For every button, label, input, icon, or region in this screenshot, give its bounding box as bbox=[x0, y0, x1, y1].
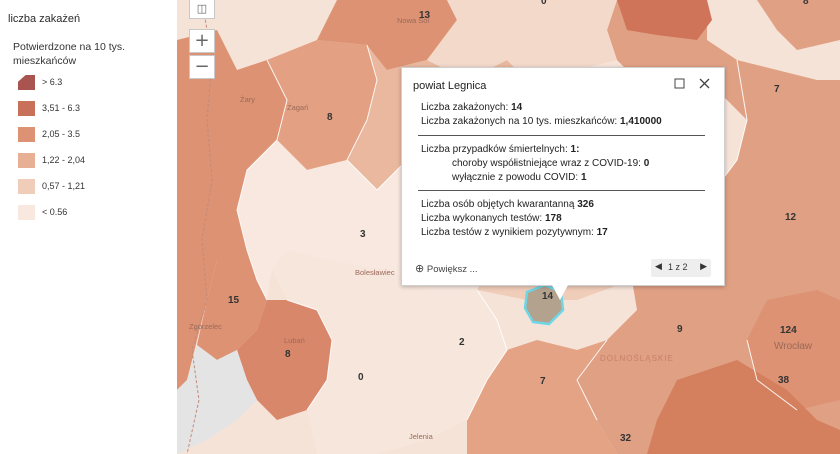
region-south-center bbox=[467, 340, 617, 454]
popup-pointer bbox=[552, 285, 568, 300]
count-label: 2 bbox=[459, 337, 465, 348]
region-top-middle bbox=[427, 0, 617, 80]
comorbidity-line: choroby współistniejące wraz z COVID-19:… bbox=[452, 158, 650, 169]
next-feature-button[interactable]: ▶ bbox=[700, 261, 707, 271]
comorbidity-value: 0 bbox=[643, 158, 650, 169]
legend-swatch bbox=[18, 127, 35, 142]
count-label: 9 bbox=[677, 324, 683, 335]
region-luban bbox=[237, 300, 332, 420]
place-label: Zgorzelec bbox=[189, 322, 222, 331]
count-label: 7 bbox=[774, 84, 780, 95]
region-glogow bbox=[617, 0, 712, 40]
pager-text: 1 z 2 bbox=[668, 262, 688, 272]
positive-tests-line: Liczba testów z wynikiem pozytywnym: 17 bbox=[421, 227, 608, 238]
place-label: Lubań bbox=[284, 336, 305, 345]
count-label: 13 bbox=[419, 10, 431, 21]
dock-icon[interactable] bbox=[674, 78, 685, 89]
infected-value: 14 bbox=[511, 102, 523, 113]
per10k-value: 1,410000 bbox=[620, 116, 662, 127]
place-label: Jelenia bbox=[409, 432, 433, 441]
legend-class-label: 1,22 - 2,04 bbox=[42, 155, 86, 165]
image-icon: ◫ bbox=[196, 2, 208, 15]
count-label: 8 bbox=[803, 0, 809, 7]
basemap-button[interactable]: ◫ bbox=[189, 0, 215, 19]
divider bbox=[418, 135, 705, 136]
legend-swatch bbox=[18, 101, 35, 116]
count-label: 0 bbox=[541, 0, 547, 7]
quarantine-value: 326 bbox=[577, 199, 594, 210]
deaths-line: Liczba przypadków śmiertelnych: 1: bbox=[421, 144, 580, 155]
legend-class-label: < 0.56 bbox=[42, 207, 68, 217]
region-name-label: DOLNOŚLĄSKIE bbox=[600, 354, 674, 363]
count-label: 15 bbox=[228, 295, 240, 306]
divider bbox=[418, 190, 705, 191]
legend-class-label: > 6.3 bbox=[42, 77, 63, 87]
count-label: 12 bbox=[785, 212, 797, 223]
zoom-to-link[interactable]: ⊕ Powiększ ... bbox=[415, 263, 478, 275]
infected-line: Liczba zakażonych: 14 bbox=[421, 102, 523, 113]
popup-actions bbox=[673, 77, 713, 96]
zoom-in-button[interactable]: + bbox=[189, 29, 215, 53]
count-label: 14 bbox=[542, 291, 554, 302]
count-label: 8 bbox=[327, 112, 333, 123]
region-south-east bbox=[647, 360, 840, 454]
covid-only-value: 1 bbox=[580, 172, 587, 183]
count-label: 32 bbox=[620, 433, 632, 444]
legend-class-label: 3,51 - 6.3 bbox=[42, 103, 81, 113]
region-zgorzelec bbox=[197, 170, 267, 360]
legend-class-label: 2,05 - 3.5 bbox=[42, 129, 81, 139]
legend-swatch bbox=[18, 205, 35, 220]
border-line bbox=[186, 0, 213, 454]
count-label: 7 bbox=[540, 376, 546, 387]
place-label: Wrocław bbox=[774, 341, 813, 352]
region-nowasol bbox=[317, 0, 457, 80]
feature-pager: ◀ 1 z 2 ▶ bbox=[651, 259, 711, 277]
region-lower-center bbox=[272, 250, 507, 454]
tests-line: Liczba wykonanych testów: 178 bbox=[421, 213, 562, 224]
legend-subtitle: Potwierdzone na 10 tys. mieszkańców bbox=[13, 41, 126, 67]
zoom-magnifier-icon: ⊕ bbox=[415, 263, 425, 275]
deaths-value: 1: bbox=[570, 144, 580, 155]
count-label: 8 bbox=[285, 349, 291, 360]
tests-value: 178 bbox=[544, 213, 562, 224]
zoom-out-button[interactable]: − bbox=[189, 55, 215, 79]
count-label: 124 bbox=[780, 325, 797, 336]
legend-title: liczba zakażeń bbox=[8, 13, 81, 25]
legend-swatch bbox=[18, 179, 35, 194]
count-label: 38 bbox=[778, 375, 790, 386]
place-label: Nowa Sól bbox=[397, 16, 430, 25]
count-label: 3 bbox=[360, 229, 366, 240]
covid-only-line: wyłącznie z powodu COVID: 1 bbox=[452, 172, 587, 183]
region-top-right bbox=[757, 0, 840, 50]
place-label: Żagań bbox=[287, 103, 309, 112]
region-zagan bbox=[267, 40, 377, 170]
feature-popup: powiat Legnica Liczba zakażonych: 14 Lic… bbox=[401, 67, 725, 286]
per10k-line: Liczba zakażonych na 10 tys. mieszkańców… bbox=[421, 116, 662, 127]
positive-tests-value: 17 bbox=[596, 227, 608, 238]
count-label: 0 bbox=[358, 372, 364, 383]
place-label: Żary bbox=[240, 95, 255, 104]
place-label: Bolesławiec bbox=[355, 268, 395, 277]
prev-feature-button[interactable]: ◀ bbox=[655, 261, 662, 271]
popup-title: powiat Legnica bbox=[413, 80, 487, 92]
close-icon[interactable] bbox=[699, 78, 710, 89]
legend-class-label: 0,57 - 1,21 bbox=[42, 181, 86, 191]
quarantine-line: Liczba osób objętych kwarantanną 326 bbox=[421, 199, 594, 210]
legend-panel: liczba zakażeń Potwierdzone na 10 tys. m… bbox=[0, 0, 178, 454]
legend-swatch bbox=[18, 75, 35, 90]
region-foreign bbox=[177, 345, 257, 454]
legend-swatch bbox=[18, 153, 35, 168]
